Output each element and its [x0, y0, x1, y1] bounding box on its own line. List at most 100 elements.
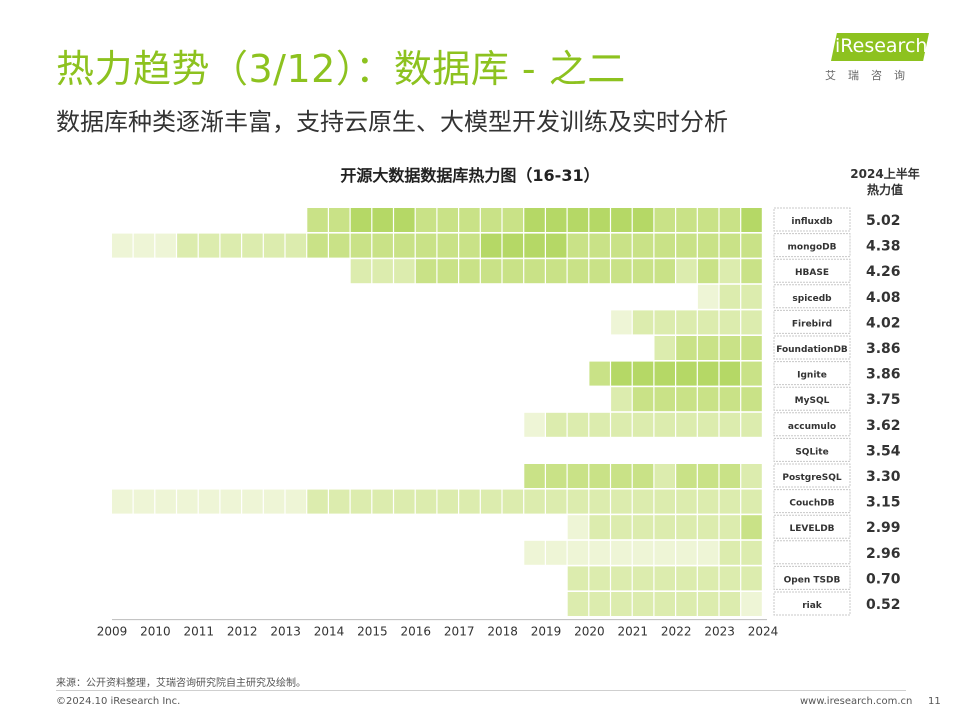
- heat-cell: [546, 464, 567, 488]
- heat-cell: [546, 233, 567, 258]
- heat-cell: [480, 259, 502, 284]
- page-number: 11: [928, 696, 941, 707]
- heat-cell: [697, 310, 719, 335]
- heat-cell: [502, 489, 524, 514]
- heat-cell: [350, 259, 372, 284]
- heat-cell: [567, 464, 589, 488]
- heat-cell: [502, 208, 524, 232]
- heat-cell: [589, 412, 610, 437]
- heat-cell: [546, 208, 567, 232]
- heat-cell: [372, 208, 393, 232]
- heat-cell: [372, 489, 393, 514]
- db-logo-label: spicedb: [792, 294, 832, 304]
- x-tick-label: 2018: [487, 625, 518, 639]
- db-logo-box: [773, 437, 851, 462]
- db-logo-label: Firebird: [792, 319, 832, 329]
- heat-value: 4.02: [866, 315, 901, 331]
- heat-cell: [524, 208, 545, 232]
- heat-cell: [719, 515, 741, 540]
- heat-cell: [350, 489, 372, 514]
- x-tick-label: 2017: [444, 625, 475, 639]
- heat-cell: [329, 489, 350, 514]
- page-title: 热力趋势（3/12）：数据库 - 之二: [56, 47, 626, 91]
- heat-cell: [741, 566, 762, 591]
- heat-cell: [654, 566, 675, 591]
- heat-cell: [676, 336, 697, 360]
- heat-cell: [546, 412, 567, 437]
- heat-value: 3.86: [866, 367, 901, 383]
- heat-cell: [524, 540, 545, 565]
- heat-cell: [632, 259, 654, 284]
- heat-cell: [567, 259, 589, 284]
- db-logo-label: Open TSDB: [784, 575, 841, 585]
- heat-cell: [307, 233, 328, 258]
- heat-cell: [654, 540, 675, 565]
- heat-cell: [697, 336, 719, 360]
- db-logo-box: [773, 463, 851, 488]
- heat-cell: [589, 592, 610, 616]
- heat-cell: [589, 464, 610, 488]
- heat-value: 0.52: [866, 597, 901, 613]
- heat-cell: [676, 387, 697, 412]
- heat-cell: [719, 361, 741, 386]
- db-logo-box: [773, 591, 851, 616]
- logo-wordmark: iResearch: [835, 35, 928, 57]
- heat-cell: [524, 412, 545, 437]
- heat-cell: [719, 387, 741, 412]
- heat-cell: [632, 592, 654, 616]
- heat-cell: [524, 259, 545, 284]
- x-tick-label: 2016: [401, 625, 432, 639]
- heat-value: 3.86: [866, 341, 901, 357]
- heat-cell: [676, 259, 697, 284]
- heat-cell: [741, 336, 762, 360]
- heat-cell: [632, 464, 654, 488]
- heat-cell: [285, 489, 307, 514]
- db-logo-box: [773, 258, 851, 283]
- x-tick-label: 2023: [704, 625, 735, 639]
- heat-value-header-line2: 热力值: [866, 183, 903, 197]
- db-logo-box: [773, 489, 851, 514]
- heat-cell: [567, 412, 589, 437]
- heat-cell: [480, 489, 502, 514]
- heat-value: 3.75: [866, 392, 901, 408]
- page-subtitle: 数据库种类逐渐丰富，支持云原生、大模型开发训练及实时分析: [56, 108, 728, 136]
- heat-cell: [654, 412, 675, 437]
- heat-cell: [372, 259, 393, 284]
- db-logo-box: [773, 284, 851, 309]
- heat-cell: [719, 464, 741, 488]
- heat-cell: [437, 259, 458, 284]
- heat-cell: [611, 259, 632, 284]
- heat-cell: [437, 208, 458, 232]
- db-logo-box: [773, 233, 851, 258]
- heat-cell: [632, 540, 654, 565]
- heat-cell: [654, 208, 675, 232]
- x-tick-label: 2019: [531, 625, 562, 639]
- x-tick-label: 2011: [184, 625, 215, 639]
- heat-value: 3.30: [866, 469, 901, 485]
- heat-cell: [155, 233, 176, 258]
- heat-cell: [546, 540, 567, 565]
- db-logo-box: [773, 514, 851, 539]
- heat-cell: [697, 387, 719, 412]
- heat-value: 4.08: [866, 290, 901, 306]
- heat-cell: [177, 233, 198, 258]
- heat-cell: [611, 592, 632, 616]
- heat-cell: [741, 259, 762, 284]
- logo-badge: [831, 33, 929, 61]
- heat-cell: [632, 208, 654, 232]
- db-logo-box: [773, 540, 851, 565]
- heat-cell: [632, 233, 654, 258]
- heat-cell: [263, 489, 285, 514]
- heat-cell: [654, 310, 675, 335]
- heat-cell: [676, 310, 697, 335]
- heat-cell: [350, 208, 372, 232]
- heat-cell: [567, 233, 589, 258]
- heat-cell: [198, 233, 220, 258]
- heat-cell: [546, 259, 567, 284]
- heat-cell: [307, 489, 328, 514]
- heat-cell: [394, 489, 415, 514]
- logo-subtitle: 艾瑞咨询: [825, 69, 917, 82]
- heat-cell: [654, 464, 675, 488]
- heat-cell: [415, 259, 437, 284]
